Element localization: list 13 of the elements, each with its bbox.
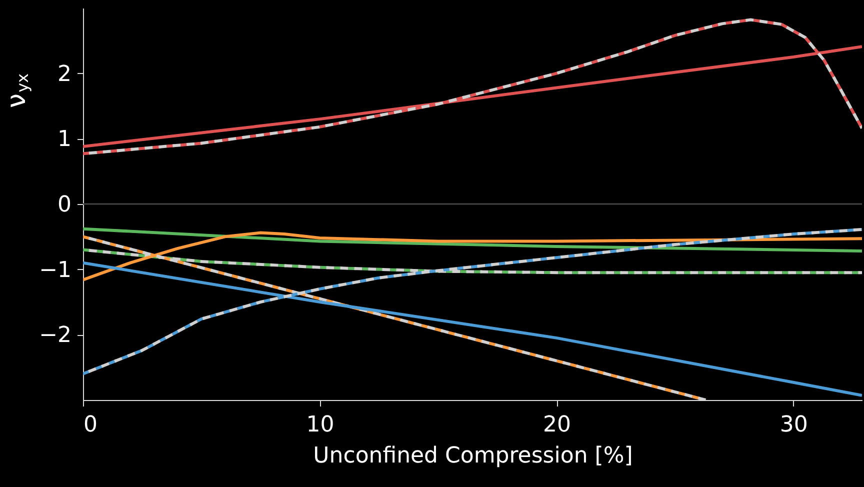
- y-tick-label: 1: [58, 127, 72, 152]
- x-tick-label: 30: [780, 412, 808, 438]
- line-series: [83, 227, 862, 253]
- x-tick-label: 10: [306, 412, 334, 438]
- x-tick-label: 0: [84, 412, 98, 438]
- y-tick-label: 0: [58, 192, 72, 218]
- y-tick-label: −2: [39, 323, 72, 348]
- y-axis-title: νyx: [2, 73, 32, 108]
- y-tick-label: 2: [58, 62, 72, 87]
- x-axis-title: Unconfined Compression [%]: [313, 444, 633, 468]
- y-tick-label: −1: [39, 258, 72, 283]
- x-tick-label: 20: [543, 412, 572, 438]
- line-series: [83, 18, 862, 156]
